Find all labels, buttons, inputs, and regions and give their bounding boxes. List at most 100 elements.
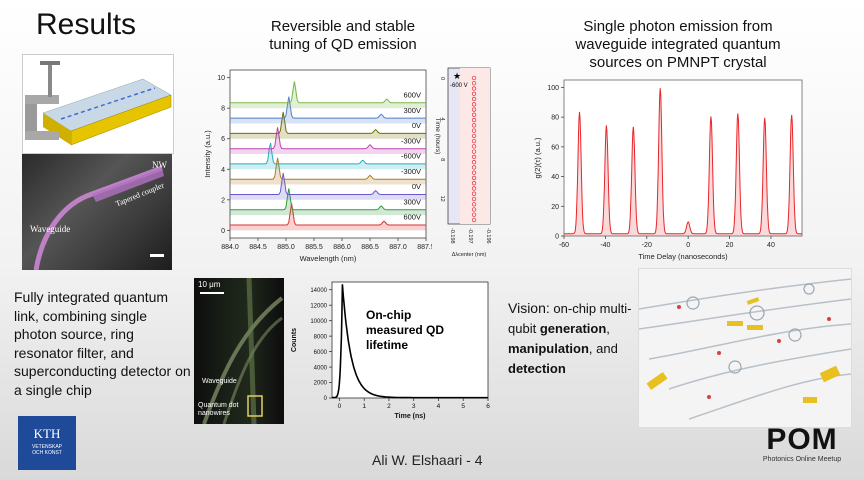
lifetime-ytick-label-2: 4000 bbox=[314, 365, 328, 371]
stability-point-5 bbox=[471, 102, 477, 107]
stability-xtick-label-2: -0.196 bbox=[485, 228, 491, 244]
g2-xtick-label-5: 40 bbox=[767, 242, 775, 249]
lifetime-xtick-label-3: 3 bbox=[412, 403, 416, 410]
stability-point-16 bbox=[471, 159, 477, 165]
stability-ytick-label-2: 8 bbox=[439, 158, 445, 161]
stability-point-15 bbox=[471, 154, 477, 160]
spectra-xtick-label-6: 887.0 bbox=[389, 244, 407, 251]
spectrum-label-6: 0V bbox=[412, 121, 421, 130]
g2-ytick-label-3: 60 bbox=[551, 144, 559, 151]
spectra-chart: 600V 300V 0V -300V -600V -300V 0V 300V 600V 884.0… bbox=[200, 64, 435, 270]
spectra-xtick-label-3: 885.5 bbox=[305, 244, 323, 251]
spectrum-line-2 bbox=[230, 173, 426, 195]
g2-ytick-label-0: 0 bbox=[555, 234, 559, 241]
lifetime-xtick-label-6: 6 bbox=[486, 403, 490, 410]
pom-logo: POM Photonics Online Meetup bbox=[752, 424, 852, 472]
vision-text1: on-chip multi-qubit bbox=[508, 301, 632, 336]
g2-xlabel: Time Delay (nanoseconds) bbox=[638, 252, 728, 261]
micro-scale-label: 10 μm bbox=[198, 280, 221, 289]
g2-xtick-label-3: 0 bbox=[686, 242, 690, 249]
sem-label-nw: NW bbox=[152, 160, 167, 170]
chip-clamp-illustration bbox=[22, 54, 174, 154]
spectrum-fill-2 bbox=[230, 173, 426, 200]
lifetime-line bbox=[332, 284, 488, 399]
stability-point-22 bbox=[471, 191, 477, 196]
g2-xtick-label-1: -40 bbox=[600, 242, 610, 249]
spectra-ytick-label-3: 6 bbox=[221, 136, 225, 143]
stability-ytick-label-1: 4 bbox=[439, 118, 445, 121]
lifetime-chart: 0 1 2 3 4 5 6 0 2000 4000 6000 8000 10000 12000 14000 T… bbox=[288, 276, 496, 422]
stability-point-21 bbox=[471, 186, 477, 191]
stability-annotation: -600 V bbox=[450, 83, 468, 89]
kth-logo-sub1: VETENSKAP bbox=[31, 444, 62, 450]
kth-logo-text: KTH bbox=[33, 426, 61, 441]
spectrum-label-1: 300V bbox=[403, 197, 421, 206]
pom-logo-sub: Photonics Online Meetup bbox=[762, 456, 842, 463]
spectra-ylabel: Intensity (a.u.) bbox=[203, 130, 212, 178]
g2-xtick-label-0: -60 bbox=[559, 242, 569, 249]
stability-chart: ★ -600 V 0 4 8 12 Time (hours) -0.198 -0.197 -0.1… bbox=[430, 64, 496, 270]
lifetime-xtick-label-5: 5 bbox=[461, 403, 465, 410]
g2-ytick-label-1: 20 bbox=[551, 204, 559, 211]
spectrum-fill-6 bbox=[230, 112, 426, 139]
stability-point-4 bbox=[471, 96, 477, 102]
lifetime-xtick-label-0: 0 bbox=[338, 403, 342, 410]
lifetime-xtick-label-2: 2 bbox=[387, 403, 391, 410]
g2-ytick-label-2: 40 bbox=[551, 174, 559, 181]
sem-image: NW Tapered coupler Waveguide bbox=[22, 154, 172, 270]
spectrum-label-3: -300V bbox=[401, 167, 421, 176]
stability-point-14 bbox=[471, 149, 477, 154]
stability-point-19 bbox=[471, 175, 477, 181]
spectrum-line-3 bbox=[230, 157, 426, 180]
spectra-ytick-label-2: 4 bbox=[221, 167, 225, 174]
stability-point-20 bbox=[471, 181, 477, 186]
stability-point-1 bbox=[471, 81, 477, 86]
stability-xtick-label-1: -0.197 bbox=[467, 228, 473, 244]
stability-ylabel: Time (hours) bbox=[434, 118, 441, 155]
vision-detection: detection bbox=[508, 361, 566, 376]
lifetime-ytick-label-3: 6000 bbox=[314, 350, 328, 356]
vision-generation: generation bbox=[539, 321, 607, 336]
stability-point-10 bbox=[471, 128, 477, 133]
slide-title: Results bbox=[36, 8, 137, 41]
lifetime-ytick-label-5: 10000 bbox=[310, 319, 327, 325]
stability-point-11 bbox=[471, 133, 477, 139]
stability-point-3 bbox=[471, 91, 477, 96]
spectrum-line-5 bbox=[230, 127, 426, 150]
micro-label-waveguide: Waveguide bbox=[202, 378, 237, 385]
g2-xtick-label-4: 20 bbox=[726, 242, 734, 249]
vision-manipulation: manipulation bbox=[508, 341, 589, 356]
spectrum-label-0: 600V bbox=[403, 213, 421, 222]
g2-chart: -60 -40 -20 0 20 40 0 20 40 60 80 100 Time Delay (na… bbox=[528, 74, 808, 264]
vision-comma: , bbox=[606, 321, 610, 336]
stability-xtick-label-0: -0.198 bbox=[449, 228, 455, 244]
lifetime-xtick-label-4: 4 bbox=[437, 403, 441, 410]
lifetime-ylabel: Counts bbox=[291, 328, 298, 352]
lifetime-ytick-label-1: 2000 bbox=[314, 381, 328, 387]
spectrum-label-5: -300V bbox=[401, 136, 421, 145]
stability-point-27 bbox=[471, 217, 477, 223]
stability-point-6 bbox=[471, 107, 477, 112]
stability-point-23 bbox=[471, 196, 477, 202]
spectra-ytick-label-0: 0 bbox=[221, 228, 225, 235]
g2-xtick-label-2: -20 bbox=[642, 242, 652, 249]
spectra-xtick-label-0: 884.0 bbox=[221, 244, 239, 251]
kth-logo-sub2: OCH KONST bbox=[32, 450, 62, 456]
spectra-xlabel: Wavelength (nm) bbox=[300, 254, 357, 263]
stability-point-9 bbox=[471, 123, 477, 128]
stability-ytick-label-3: 12 bbox=[439, 196, 445, 202]
stability-point-18 bbox=[471, 170, 477, 175]
spectrum-label-2: 0V bbox=[412, 182, 421, 191]
g2-line bbox=[564, 88, 802, 235]
spectra-ytick-label-4: 8 bbox=[221, 106, 225, 113]
lifetime-ytick-label-0: 0 bbox=[324, 396, 328, 402]
spectrum-line-6 bbox=[230, 111, 426, 134]
stability-point-24 bbox=[471, 202, 477, 207]
spectra-xtick-label-1: 884.5 bbox=[249, 244, 267, 251]
stability-point-0 bbox=[471, 75, 477, 81]
sem-label-waveguide: Waveguide bbox=[30, 224, 71, 234]
vision-text: Vision: on-chip multi-qubit generation , … bbox=[508, 298, 636, 379]
lifetime-title: On-chip measured QD lifetime bbox=[366, 308, 445, 352]
lifetime-ytick-label-7: 14000 bbox=[310, 288, 327, 294]
caption-single-photon: Single photon emission from waveguide in… bbox=[575, 18, 781, 71]
